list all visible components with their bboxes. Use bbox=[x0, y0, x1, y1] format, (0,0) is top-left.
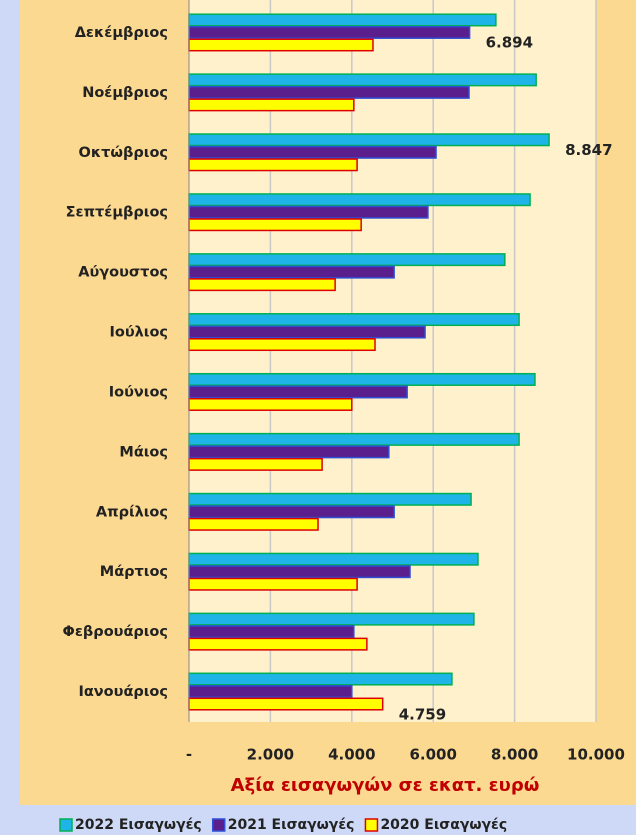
bar bbox=[188, 25, 471, 39]
bar bbox=[188, 193, 531, 207]
bar bbox=[188, 325, 426, 339]
bar bbox=[188, 432, 520, 446]
data-label: 4.759 bbox=[399, 705, 446, 723]
bar bbox=[188, 218, 362, 232]
bar bbox=[188, 98, 355, 112]
bar bbox=[188, 637, 368, 651]
bar bbox=[188, 577, 358, 591]
x-tick-label: 6.000 bbox=[409, 746, 456, 764]
y-tick-label: Νοέμβριος bbox=[82, 85, 168, 101]
bar bbox=[188, 253, 506, 267]
bar bbox=[188, 385, 408, 399]
bar bbox=[188, 565, 411, 579]
bar bbox=[188, 313, 520, 327]
y-tick-label: Φεβρουάριος bbox=[63, 624, 168, 640]
bar bbox=[188, 205, 429, 219]
bar bbox=[188, 133, 550, 147]
bar bbox=[188, 492, 472, 506]
bar bbox=[188, 73, 537, 87]
y-tick-label: Μάιος bbox=[119, 444, 168, 460]
y-tick-label: Οκτώβριος bbox=[79, 145, 168, 161]
bar bbox=[188, 445, 390, 459]
y-tick-label: Αύγουστος bbox=[78, 265, 168, 281]
bar bbox=[188, 625, 355, 639]
x-tick-label: 8.000 bbox=[491, 746, 538, 764]
y-tick-label: Ιανουάριος bbox=[78, 684, 168, 700]
data-label: 8.847 bbox=[565, 141, 612, 159]
legend-swatch bbox=[211, 818, 226, 832]
bar bbox=[188, 697, 384, 711]
x-tick-label: 2.000 bbox=[247, 746, 294, 764]
y-tick-label: Μάρτιος bbox=[100, 564, 168, 580]
bar bbox=[188, 265, 395, 279]
plot-area bbox=[189, 0, 596, 722]
y-tick-label: Ιούνιος bbox=[109, 384, 168, 400]
bar bbox=[188, 672, 453, 686]
bar bbox=[188, 457, 323, 471]
data-label: 6.894 bbox=[486, 34, 533, 52]
bar bbox=[188, 338, 376, 352]
y-tick-label: Δεκέμβριος bbox=[75, 25, 168, 41]
bar bbox=[188, 397, 353, 411]
legend-label: 2022 Εισαγωγές bbox=[75, 817, 202, 833]
bar bbox=[188, 685, 353, 699]
legend-swatch bbox=[59, 818, 73, 832]
bar bbox=[188, 13, 497, 27]
y-tick-label: Σεπτέμβριος bbox=[66, 205, 168, 221]
legend-label: 2021 Εισαγωγές bbox=[228, 817, 355, 833]
legend-swatch bbox=[364, 818, 379, 832]
y-tick-label: Απρίλιος bbox=[96, 504, 168, 520]
bar bbox=[188, 372, 536, 386]
bar bbox=[188, 145, 437, 159]
legend-label: 2020 Εισαγωγές bbox=[380, 817, 507, 833]
y-tick-label: Ιούλιος bbox=[109, 325, 168, 341]
bar bbox=[188, 612, 475, 626]
bar bbox=[188, 85, 470, 99]
bar bbox=[188, 505, 395, 519]
x-tick-label: 10.000 bbox=[567, 746, 625, 764]
x-tick-label: - bbox=[186, 746, 192, 764]
x-tick-label: 4.000 bbox=[328, 746, 375, 764]
bar bbox=[188, 278, 336, 292]
bar bbox=[188, 517, 319, 531]
bar bbox=[188, 158, 358, 172]
bar bbox=[188, 38, 374, 52]
x-axis-title: Αξία εισαγωγών σε εκατ. ευρώ bbox=[231, 775, 540, 796]
bar bbox=[188, 552, 479, 566]
